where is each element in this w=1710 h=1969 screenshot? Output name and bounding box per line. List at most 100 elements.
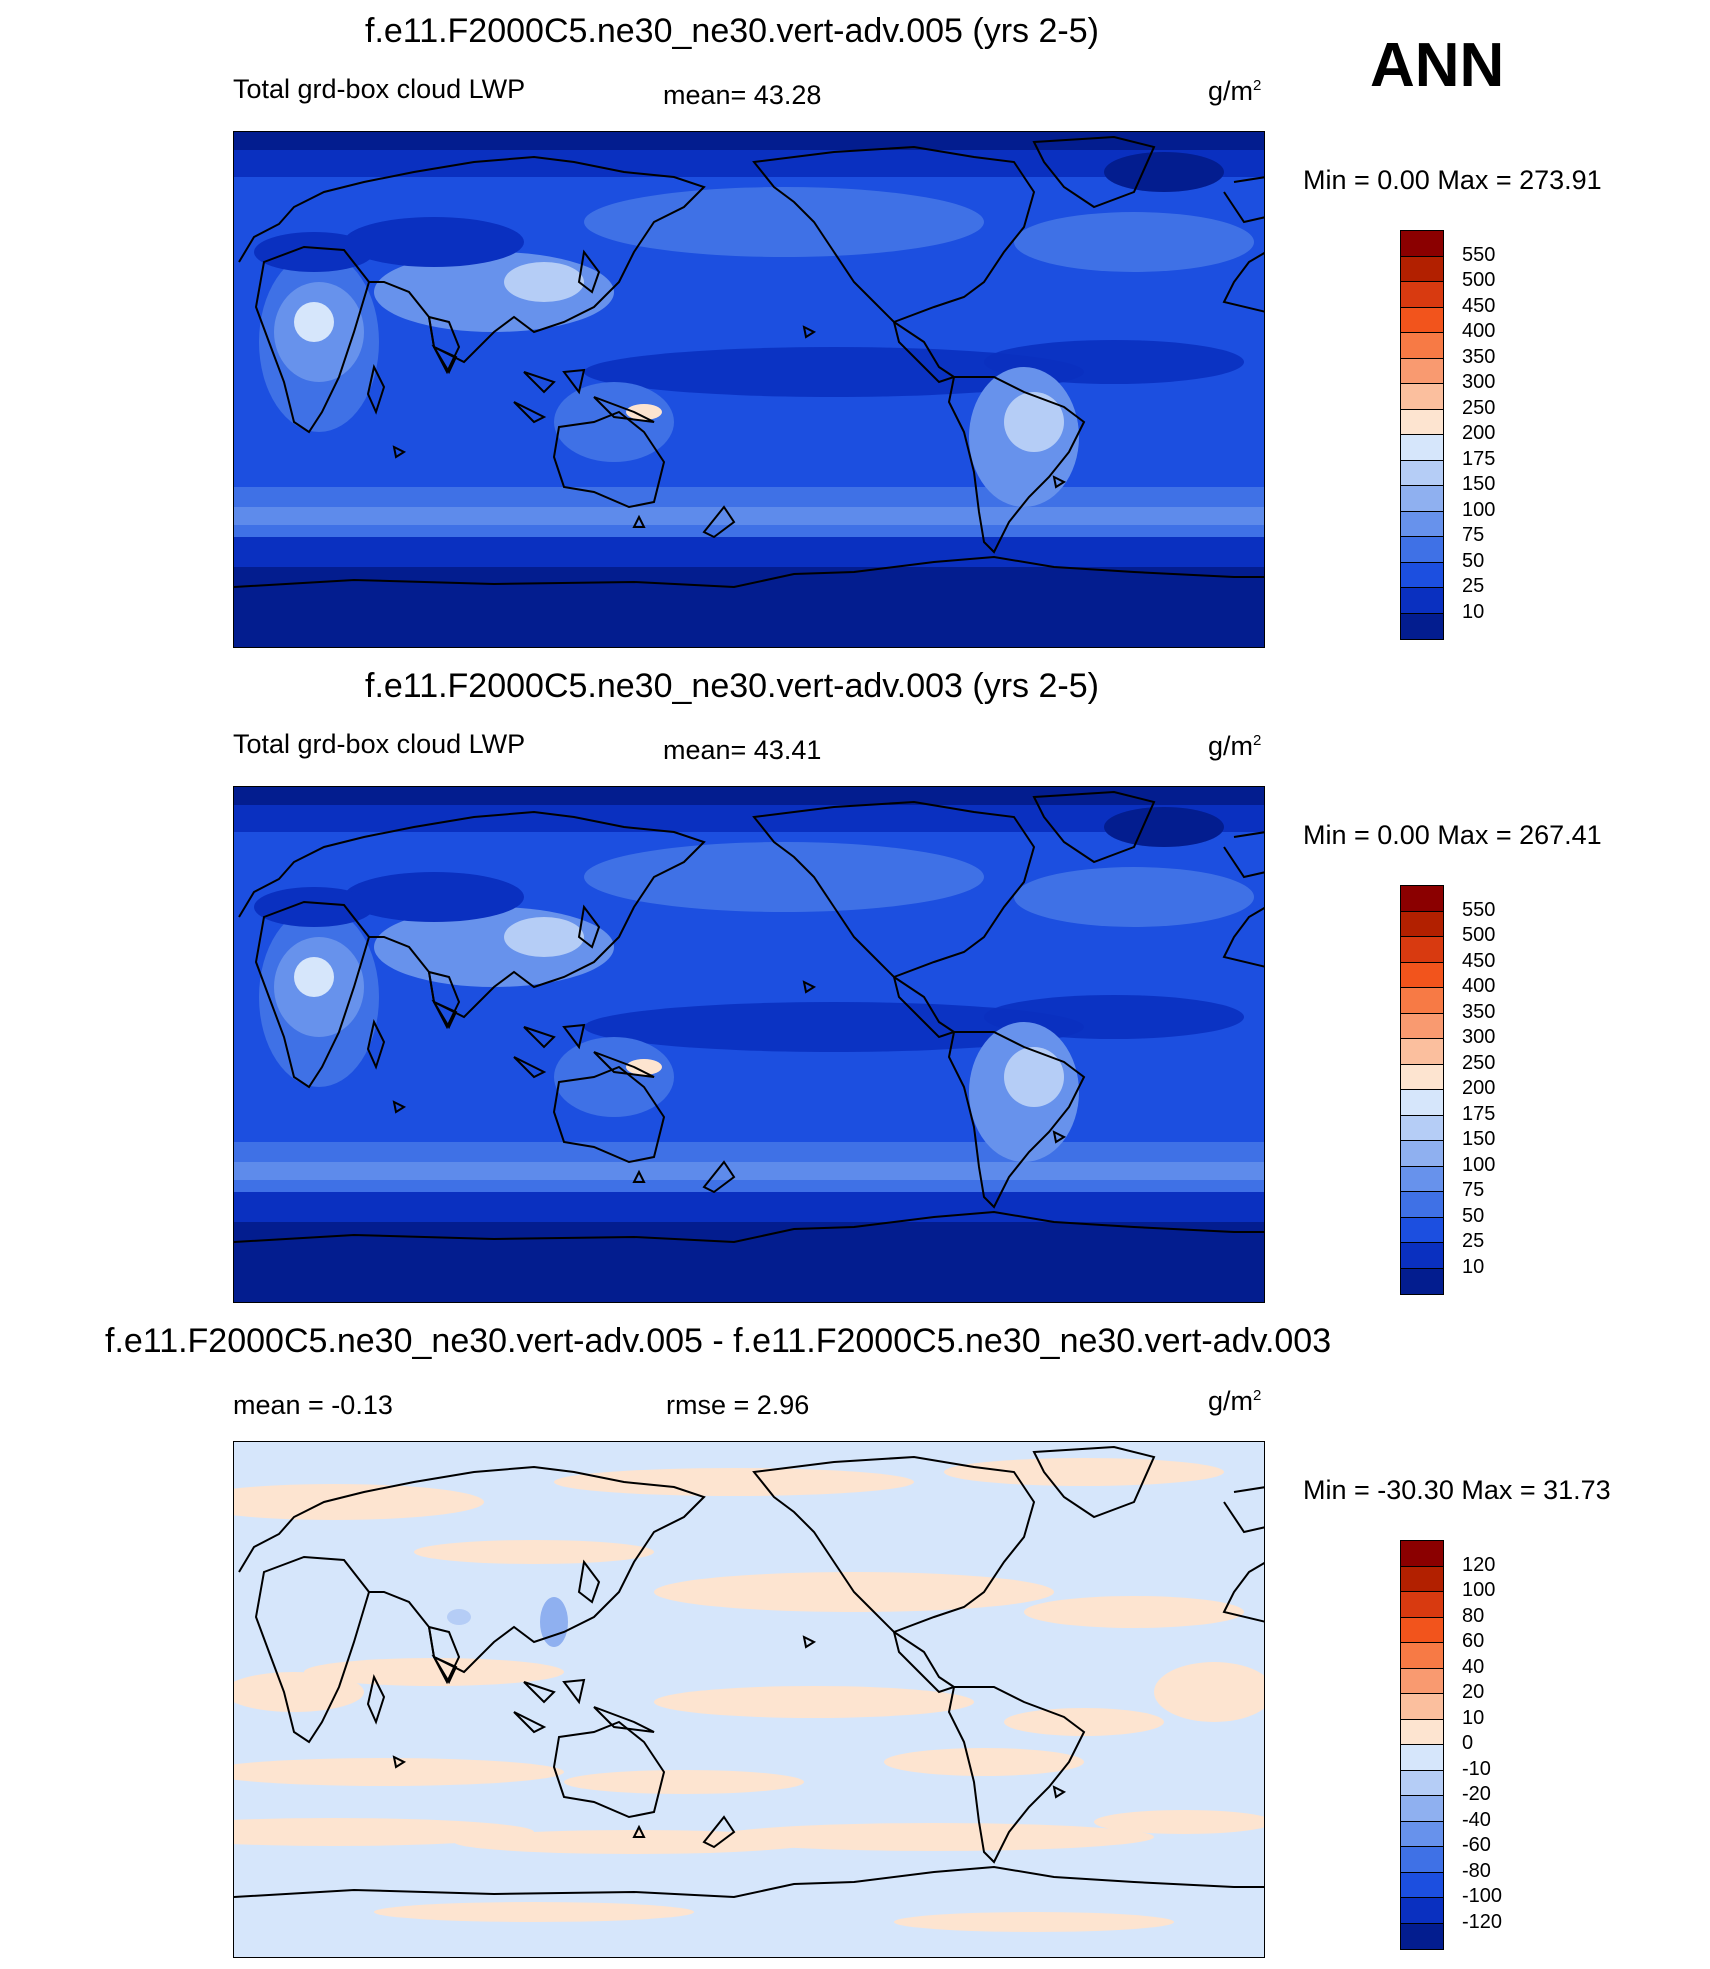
colorbar-segment [1400,1846,1444,1873]
colorbar-label: 150 [1462,1128,1496,1150]
colorbar-label: 200 [1462,1077,1496,1099]
season-label: ANN [1370,31,1505,100]
colorbar-segment [1400,383,1444,410]
panel-3-map [233,1441,1265,1958]
colorbar-label: 350 [1462,345,1496,368]
colorbar-segment [1400,587,1444,614]
colorbar-segment [1400,408,1444,436]
colorbar-segment [1400,1063,1444,1091]
colorbar-label: -100 [1462,1885,1503,1907]
colorbar-segment [1400,1242,1444,1269]
colorbar-label: 100 [1462,498,1496,521]
colorbar-segment [1400,987,1444,1014]
colorbar-label: 50 [1462,1204,1485,1227]
colorbar-segment [1400,485,1444,512]
colorbar-label: 0 [1462,1732,1474,1754]
colorbar-label: 200 [1462,422,1496,444]
colorbar-segment [1400,1820,1444,1848]
colorbar-label: 100 [1462,1579,1496,1601]
colorbar-segment [1400,1744,1444,1771]
colorbar-label: 500 [1462,924,1496,946]
colorbar-label: 75 [1462,1179,1485,1201]
colorbar-label: 120 [1462,1553,1496,1576]
colorbar-segment [1400,1114,1444,1142]
colorbar-label: 60 [1462,1630,1485,1652]
colorbar-label: -40 [1462,1808,1491,1831]
panel-2-title: f.e11.F2000C5.ne30_ne30.vert-adv.003 (yr… [365,667,1099,705]
colorbar-label: -80 [1462,1859,1491,1882]
colorbar-segment [1400,1897,1444,1924]
panel-1-minmax: Min = 0.00 Max = 273.91 [1303,165,1602,195]
colorbar-segment [1400,1191,1444,1218]
panel-3-unit: g/m2 [1208,1386,1262,1416]
colorbar-label: -60 [1462,1834,1491,1856]
colorbar-segment [1400,1769,1444,1797]
colorbar-segment [1400,1922,1444,1950]
colorbar-label: 300 [1462,371,1496,393]
colorbar-segment [1400,910,1444,938]
colorbar-label: 550 [1462,243,1496,266]
colorbar-segment [1400,1216,1444,1244]
colorbar-segment [1400,1565,1444,1593]
colorbar-segment [1400,306,1444,334]
colorbar-segment [1400,1667,1444,1695]
colorbar-segment [1400,1140,1444,1167]
colorbar-label: 150 [1462,473,1496,495]
colorbar-segment [1400,1089,1444,1116]
colorbar-label: 10 [1462,1255,1485,1278]
colorbar-label: 25 [1462,575,1485,597]
colorbar-segment [1400,434,1444,461]
colorbar-label: 20 [1462,1681,1485,1703]
panel-2-minmax: Min = 0.00 Max = 267.41 [1303,820,1602,850]
colorbar-label: 10 [1462,600,1485,623]
colorbar-segment [1400,459,1444,487]
panel-2-map [233,786,1265,1303]
colorbar-label: 450 [1462,949,1496,972]
panel-1-title: f.e11.F2000C5.ne30_ne30.vert-adv.005 (yr… [365,12,1099,50]
colorbar-label: 50 [1462,549,1485,572]
map-field [234,132,1264,647]
panel-2-mean: mean= 43.41 [663,735,822,765]
panel-3-title: f.e11.F2000C5.ne30_ne30.vert-adv.005 - f… [105,1322,1332,1360]
panel-1-variable-label: Total grd-box cloud LWP [233,74,526,104]
colorbar-label: 250 [1462,396,1496,419]
colorbar-label: 400 [1462,975,1496,997]
panel-3-rmse: rmse = 2.96 [666,1390,810,1420]
colorbar-segment [1400,1616,1444,1644]
colorbar-label: 80 [1462,1604,1485,1627]
panel-1-unit: g/m2 [1208,76,1262,106]
colorbar-label: 450 [1462,294,1496,317]
colorbar-segment [1400,1795,1444,1822]
colorbar-label: 550 [1462,898,1496,921]
map-field [234,787,1264,1302]
colorbar-label: 10 [1462,1706,1485,1729]
colorbar-segment [1400,332,1444,359]
colorbar-label: 75 [1462,524,1485,546]
colorbar-segment [1400,357,1444,385]
panel-2-colorbar: 550 500 450 400 350 300 250 200 175 150 100 75 50 25 1… [1400,885,1495,1295]
colorbar-segment [1400,230,1444,257]
colorbar-label: 175 [1462,1102,1496,1125]
colorbar-segment [1400,1693,1444,1720]
colorbar-label: 100 [1462,1153,1496,1176]
colorbar-segment [1400,885,1444,912]
colorbar-segment [1400,536,1444,563]
colorbar-segment [1400,281,1444,308]
colorbar-label: 175 [1462,447,1496,470]
panel-2-variable-label: Total grd-box cloud LWP [233,729,526,759]
panel-3-colorbar: 120 100 80 60 40 20 10 0 -10 -20 -40 -60 -80 -100 -120 [1400,1540,1502,1950]
colorbar-label: 300 [1462,1026,1496,1048]
colorbar-segment [1400,1642,1444,1669]
colorbar-segment [1400,1591,1444,1618]
map-field [234,1442,1264,1957]
colorbar-label: -120 [1462,1910,1503,1933]
colorbar-segment [1400,1038,1444,1065]
colorbar-segment [1400,1871,1444,1899]
colorbar-segment [1400,1012,1444,1040]
panel-3-mean: mean = -0.13 [233,1390,393,1420]
panel-1-colorbar: 550 500 450 400 350 300 250 200 175 150 100 75 50 25 1… [1400,230,1495,640]
colorbar-segment [1400,1718,1444,1746]
colorbar-segment [1400,1267,1444,1295]
colorbar-label: 40 [1462,1655,1485,1678]
colorbar-segment [1400,961,1444,989]
